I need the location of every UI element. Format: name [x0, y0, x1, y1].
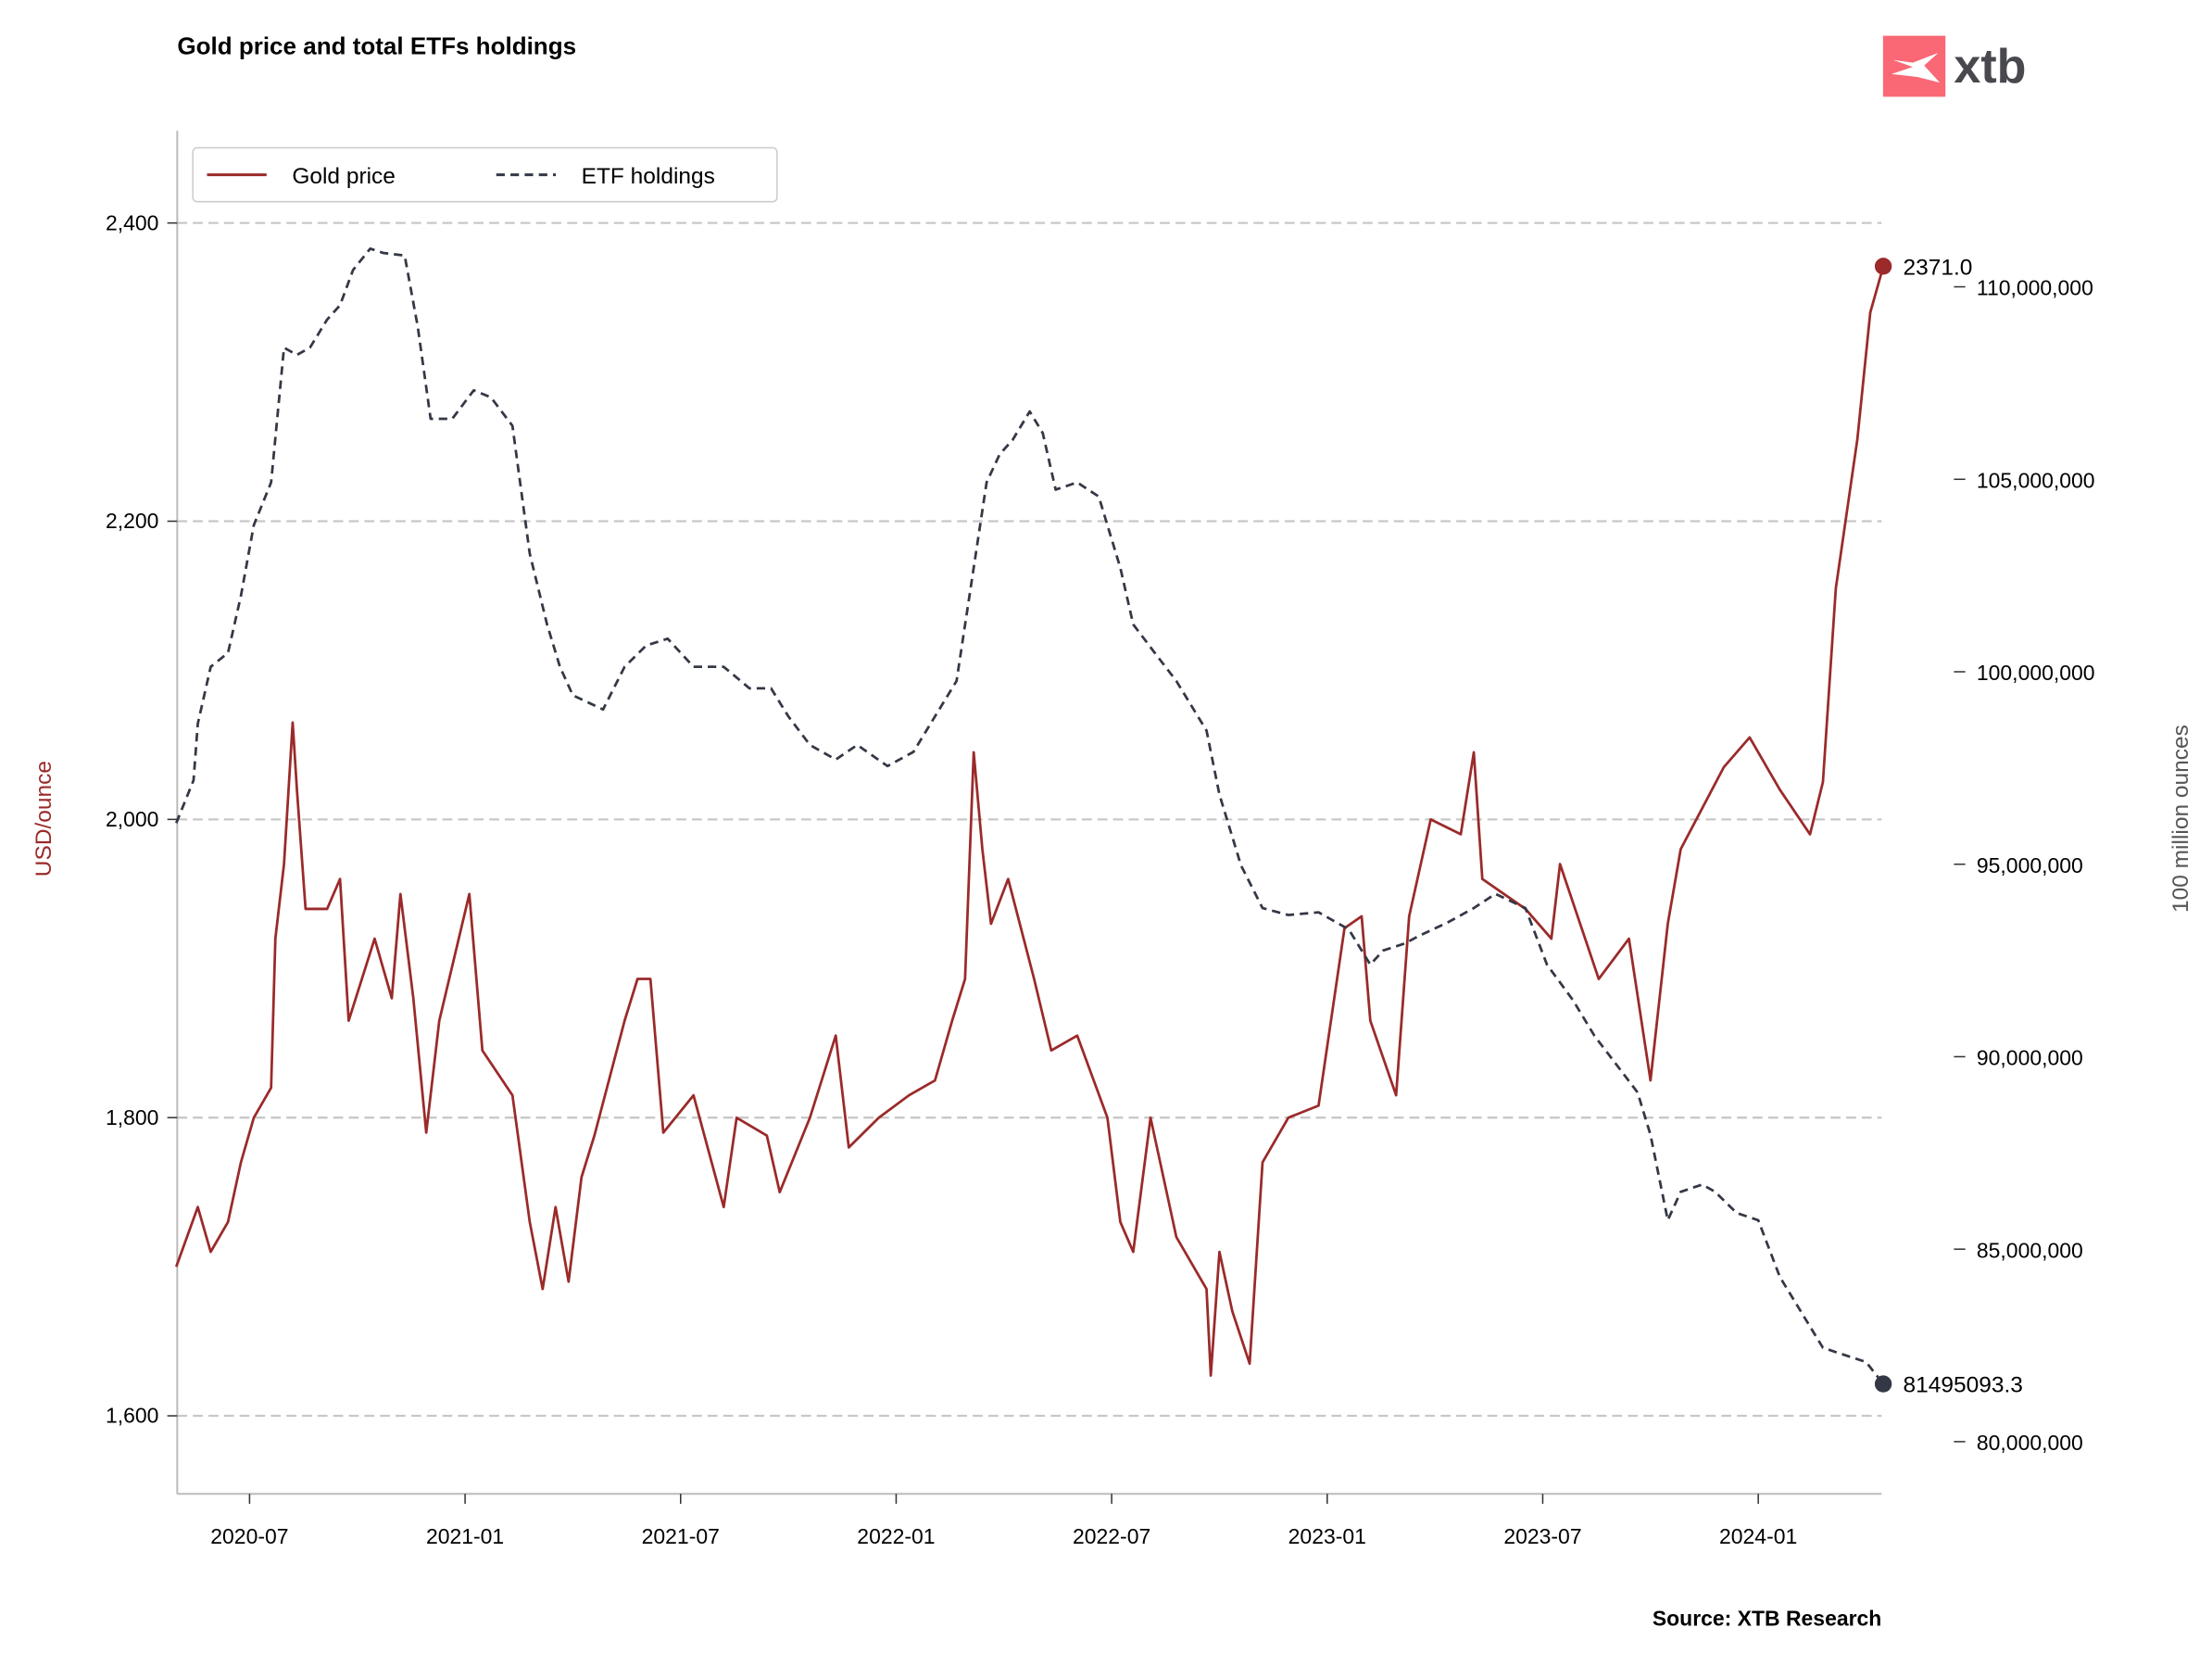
x-tick-label: 2022-07 — [1073, 1524, 1150, 1548]
y-tick-label: 2,200 — [106, 509, 158, 533]
etf-last-point — [1874, 1375, 1892, 1393]
y2-tick-label: 105,000,000 — [1977, 468, 2095, 492]
x-tick-label: 2023-01 — [1288, 1524, 1366, 1548]
y2-tick-label: 95,000,000 — [1977, 853, 2083, 877]
etf-last-label: 81495093.3 — [1904, 1373, 2023, 1398]
gold-price-line — [174, 265, 1885, 1377]
y2-tick-label: 90,000,000 — [1977, 1046, 2083, 1070]
y2-tick-label: 100,000,000 — [1977, 661, 2095, 685]
source-label: Source: XTB Research — [1653, 1607, 1881, 1631]
x-tick-label: 2021-01 — [426, 1524, 504, 1548]
y2-tick-label: 80,000,000 — [1977, 1431, 2083, 1455]
x-tick-label: 2020-07 — [210, 1524, 288, 1548]
chart-title: Gold price and total ETFs holdings — [177, 32, 576, 59]
x-tick-label: 2022-01 — [857, 1524, 935, 1548]
gold-last-label: 2371.0 — [1904, 256, 1973, 281]
logo-x-icon — [1892, 52, 1941, 83]
x-tick-label: 2021-07 — [642, 1524, 720, 1548]
x-tick-label: 2023-07 — [1503, 1524, 1581, 1548]
left-axis-label: USD/ounce — [31, 761, 57, 877]
gold-last-point — [1874, 258, 1892, 275]
y-tick-label: 1,600 — [106, 1404, 158, 1428]
y-tick-label: 1,800 — [106, 1105, 158, 1129]
xtb-logo: xtb — [1882, 35, 2026, 97]
y-tick-label: 2,000 — [106, 807, 158, 831]
legend-label-gold: Gold price — [292, 164, 396, 189]
y2-tick-label: 85,000,000 — [1977, 1238, 2083, 1262]
logo-text: xtb — [1954, 40, 2026, 94]
etf-holdings-line — [174, 246, 1885, 1385]
y2-tick-label: 110,000,000 — [1977, 276, 2093, 300]
legend-label-etf: ETF holdings — [582, 164, 715, 189]
x-tick-label: 2024-01 — [1719, 1524, 1797, 1548]
legend-box — [192, 146, 778, 203]
y-tick-label: 2,400 — [106, 210, 158, 234]
right-axis-label: 100 million ounces — [2168, 725, 2193, 913]
legend: Gold price ETF holdings — [192, 146, 778, 203]
